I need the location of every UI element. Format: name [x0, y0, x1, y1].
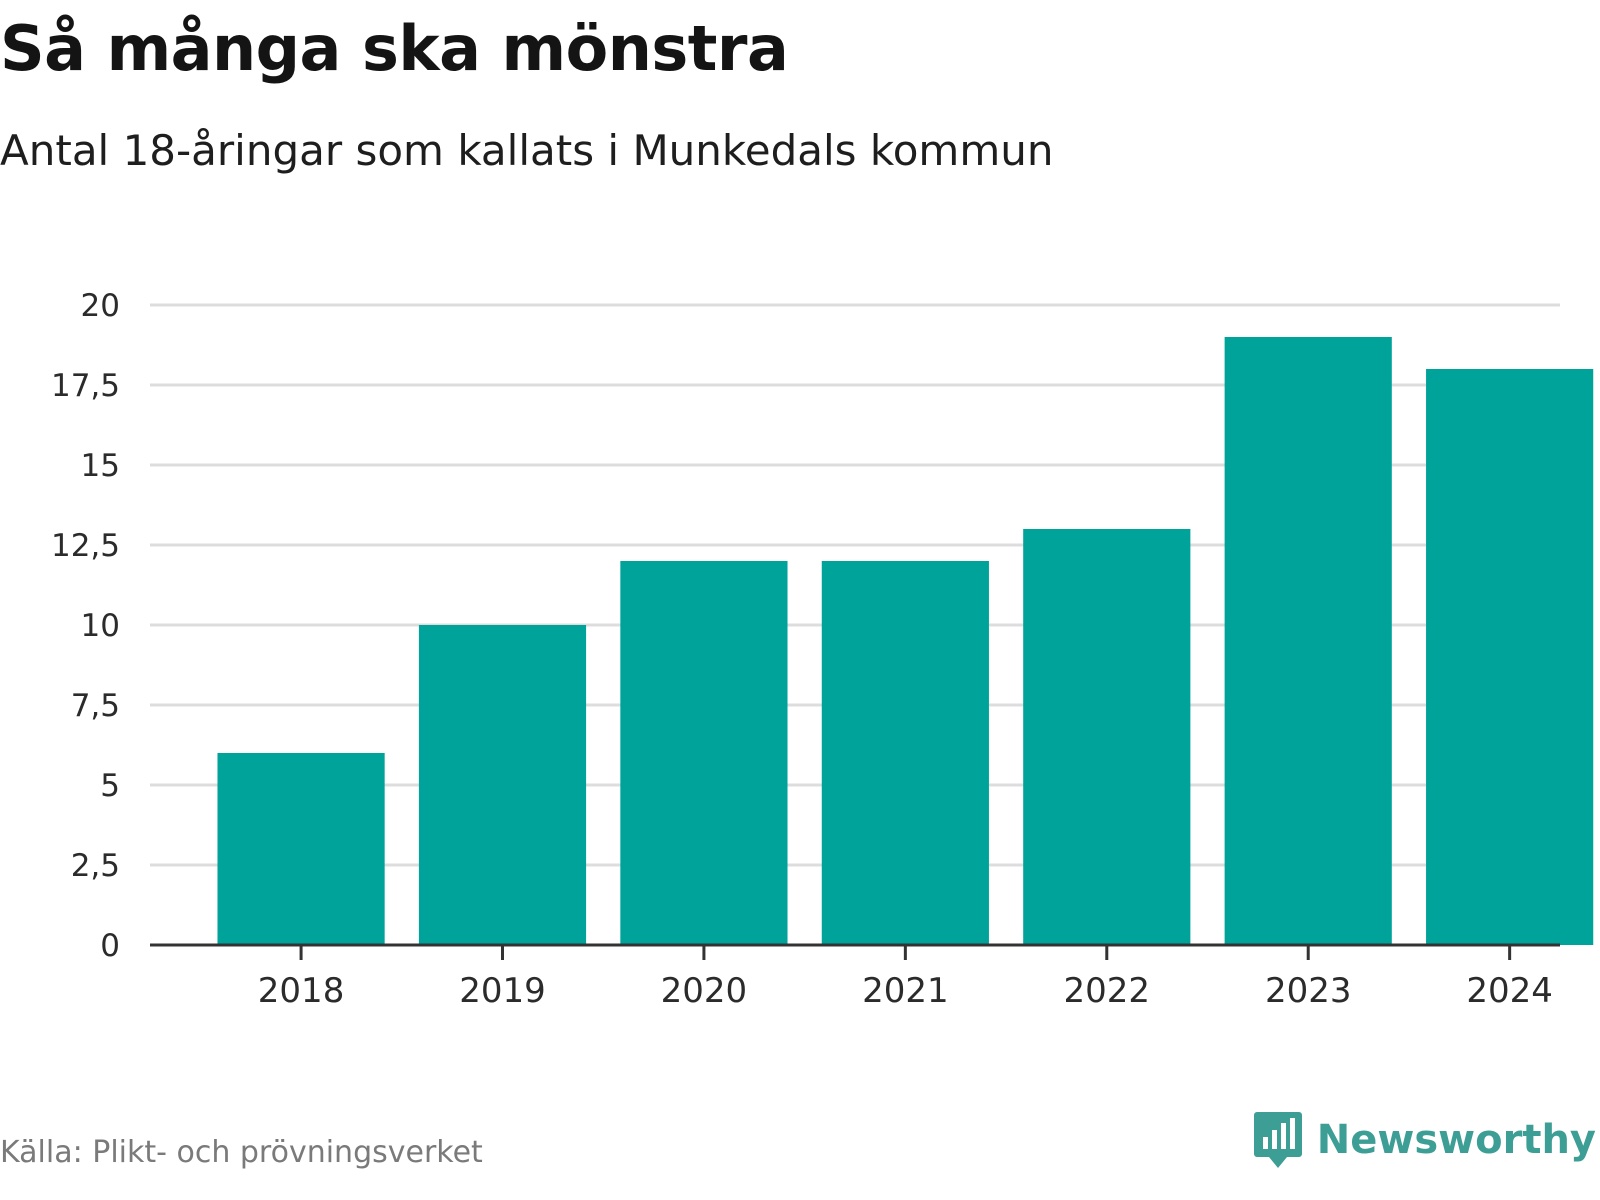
x-tick-label: 2020	[661, 971, 748, 1011]
newsworthy-logo-icon	[1253, 1112, 1302, 1168]
x-tick-label: 2018	[258, 971, 345, 1011]
source-note: Källa: Plikt- och prövningsverket	[0, 1135, 483, 1170]
bar-2019	[418, 625, 587, 945]
chart-subtitle: Antal 18-åringar som kallats i Munkedals…	[0, 126, 1054, 175]
bar-2021	[821, 561, 989, 945]
x-tick-label: 2021	[862, 971, 949, 1011]
x-tick-label: 2019	[459, 971, 546, 1011]
brand: Newsworthy	[1253, 1110, 1596, 1170]
bar-2020	[620, 561, 788, 945]
bar-chart: 0 2,5 5 7,5 10 12,5 15 17,5 20 2018 2019 2020 2021 20…	[51, 288, 1594, 1011]
y-tick-label: 0	[100, 928, 120, 964]
x-tick-label: 2023	[1265, 971, 1352, 1011]
y-tick-label: 5	[100, 768, 120, 804]
bar-2023	[1224, 337, 1392, 945]
bar-2024	[1426, 369, 1594, 945]
y-tick-label: 12,5	[51, 528, 120, 564]
y-tick-label: 15	[81, 448, 120, 484]
y-tick-label: 2,5	[71, 848, 120, 884]
x-tick-label: 2022	[1064, 971, 1151, 1011]
y-tick-label: 10	[81, 608, 120, 644]
y-tick-label: 17,5	[51, 368, 120, 404]
y-tick-label: 7,5	[71, 688, 120, 724]
bar-2022	[1023, 529, 1191, 945]
brand-name: Newsworthy	[1316, 1117, 1596, 1163]
y-tick-label: 20	[81, 288, 120, 324]
x-tick-label: 2024	[1466, 971, 1553, 1011]
chart-title: Så många ska mönstra	[0, 12, 789, 85]
bar-2018	[217, 753, 385, 945]
